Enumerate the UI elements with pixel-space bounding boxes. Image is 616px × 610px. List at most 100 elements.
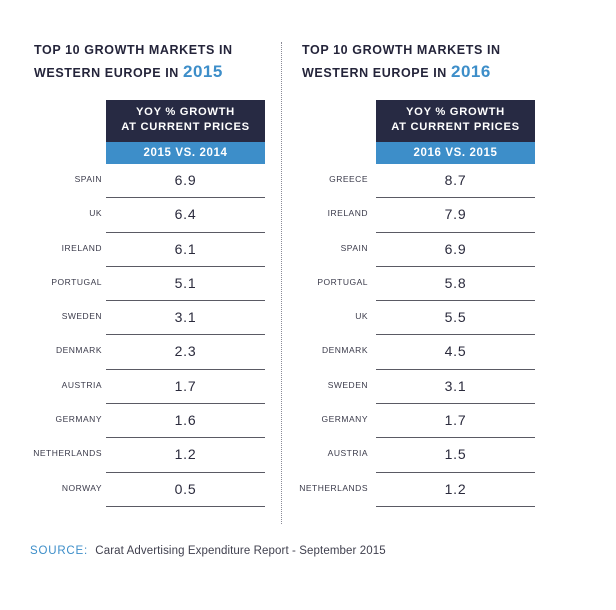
country-label: GERMANY: [55, 414, 102, 425]
table-title-2015: TOP 10 GROWTH MARKETS IN WESTERN EUROPE …: [34, 40, 284, 84]
title-line-2: WESTERN EUROPE IN: [302, 66, 447, 80]
growth-value: 5.1: [174, 274, 197, 291]
growth-value: 0.5: [174, 480, 197, 497]
row-divider: [106, 505, 265, 507]
growth-value: 2.3: [174, 343, 197, 360]
table-row: AUSTRIA 1.7: [30, 370, 280, 405]
country-label: IRELAND: [327, 208, 368, 219]
column-header: YOY % GROWTH AT CURRENT PRICES: [376, 100, 535, 142]
table-rows: GREECE 8.7 IRELAND 7.9 SPAIN 6.9 PORTUGAL 5.8 UK…: [298, 164, 548, 507]
growth-value: 1.7: [174, 377, 197, 394]
source-note: SOURCE: Carat Advertising Expenditure Re…: [30, 545, 386, 557]
column-subheader: 2016 VS. 2015: [376, 142, 535, 164]
country-label: IRELAND: [61, 242, 102, 253]
table-row: UK 6.4: [30, 198, 280, 233]
growth-value: 5.5: [444, 309, 467, 326]
row-divider: [376, 471, 535, 473]
table-row: NORWAY 0.5: [30, 473, 280, 507]
row-divider: [376, 368, 535, 370]
growth-value: 3.1: [174, 309, 197, 326]
row-divider: [106, 471, 265, 473]
growth-value: 1.2: [444, 480, 467, 497]
country-label: AUSTRIA: [327, 448, 368, 459]
column-subheader: 2015 VS. 2014: [106, 142, 265, 164]
country-label: AUSTRIA: [61, 379, 102, 390]
column-header-line-1: YOY % GROWTH: [406, 106, 505, 118]
table-title-2016: TOP 10 GROWTH MARKETS IN WESTERN EUROPE …: [302, 40, 552, 84]
country-label: DENMARK: [321, 345, 368, 356]
table-row: UK 5.5: [298, 301, 548, 336]
table-row: DENMARK 2.3: [30, 335, 280, 370]
country-label: NORWAY: [61, 482, 102, 493]
row-divider: [106, 300, 265, 302]
row-divider: [106, 403, 265, 405]
growth-value: 6.1: [174, 240, 197, 257]
table-row: PORTUGAL 5.1: [30, 267, 280, 302]
table-row: SWEDEN 3.1: [30, 301, 280, 336]
table-row: GERMANY 1.6: [30, 404, 280, 439]
table-row: SWEDEN 3.1: [298, 370, 548, 405]
country-label: NETHERLANDS: [299, 482, 368, 493]
table-row: PORTUGAL 5.8: [298, 267, 548, 302]
row-divider: [376, 505, 535, 507]
row-divider: [106, 197, 265, 199]
table-row: NETHERLANDS 1.2: [30, 438, 280, 473]
country-label: PORTUGAL: [51, 276, 102, 287]
growth-value: 4.5: [444, 343, 467, 360]
growth-value: 8.7: [444, 172, 467, 188]
table-row: IRELAND 6.1: [30, 233, 280, 267]
growth-value: 6.4: [174, 206, 197, 223]
row-divider: [376, 437, 535, 439]
growth-value: 1.2: [174, 446, 197, 463]
column-header-line-2: AT CURRENT PRICES: [121, 121, 250, 133]
growth-value: 6.9: [174, 172, 197, 188]
title-line-1: TOP 10 GROWTH MARKETS IN: [302, 43, 501, 57]
country-label: SPAIN: [340, 242, 368, 253]
growth-value: 6.9: [444, 240, 467, 257]
row-divider: [376, 403, 535, 405]
title-line-2: WESTERN EUROPE IN: [34, 66, 179, 80]
country-label: SWEDEN: [327, 379, 368, 390]
growth-value: 3.1: [444, 377, 467, 394]
panel-divider: [281, 42, 282, 524]
country-label: DENMARK: [55, 345, 102, 356]
table-row: GERMANY 1.7: [298, 404, 548, 439]
column-header: YOY % GROWTH AT CURRENT PRICES: [106, 100, 265, 142]
row-divider: [376, 300, 535, 302]
growth-value: 1.5: [444, 446, 467, 463]
row-divider: [376, 197, 535, 199]
growth-value: 7.9: [444, 206, 467, 223]
row-divider: [106, 231, 265, 233]
country-label: UK: [355, 311, 368, 322]
row-divider: [106, 265, 265, 267]
table-row: SPAIN 6.9: [298, 233, 548, 267]
title-year: 2016: [451, 62, 491, 81]
source-label: SOURCE:: [30, 545, 88, 557]
column-header-line-1: YOY % GROWTH: [136, 106, 235, 118]
country-label: SWEDEN: [61, 311, 102, 322]
growth-value: 5.8: [444, 274, 467, 291]
country-label: GERMANY: [321, 414, 368, 425]
country-label: SPAIN: [74, 174, 102, 184]
row-divider: [376, 265, 535, 267]
row-divider: [106, 334, 265, 336]
growth-value: 1.6: [174, 412, 197, 429]
country-label: GREECE: [329, 174, 368, 184]
country-label: UK: [89, 208, 102, 219]
column-header-line-2: AT CURRENT PRICES: [391, 121, 520, 133]
row-divider: [106, 437, 265, 439]
table-row: IRELAND 7.9: [298, 198, 548, 233]
table-row: NETHERLANDS 1.2: [298, 473, 548, 507]
country-label: NETHERLANDS: [33, 448, 102, 459]
table-row: AUSTRIA 1.5: [298, 438, 548, 473]
growth-value: 1.7: [444, 412, 467, 429]
table-row: DENMARK 4.5: [298, 335, 548, 370]
source-text: Carat Advertising Expenditure Report - S…: [95, 545, 386, 557]
title-line-1: TOP 10 GROWTH MARKETS IN: [34, 43, 233, 57]
row-divider: [376, 231, 535, 233]
title-year: 2015: [183, 62, 223, 81]
table-row: SPAIN 6.9: [30, 164, 280, 199]
row-divider: [106, 368, 265, 370]
country-label: PORTUGAL: [317, 276, 368, 287]
row-divider: [376, 334, 535, 336]
